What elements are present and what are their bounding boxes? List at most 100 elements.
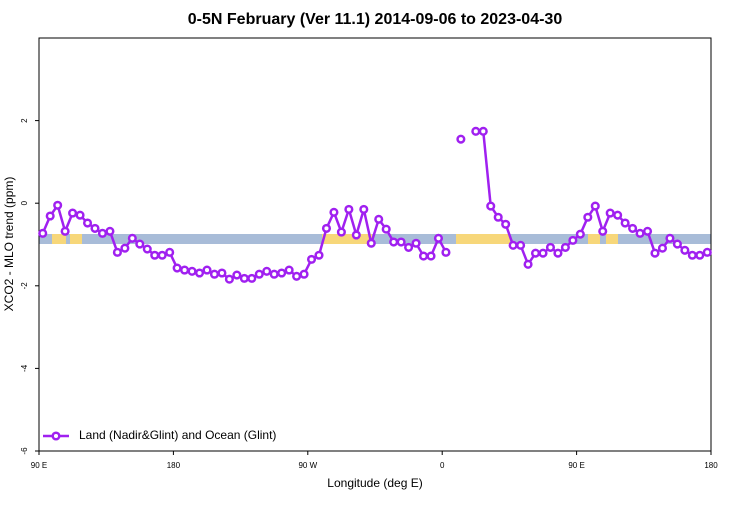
data-point: [150, 250, 160, 260]
data-point: [157, 250, 167, 260]
data-point: [672, 239, 682, 249]
data-point: [613, 210, 623, 220]
data-point: [695, 250, 705, 260]
data-point: [635, 228, 645, 238]
land-ocean-strip: [39, 234, 711, 244]
x-tick-label: 90 E: [568, 461, 584, 470]
data-point: [165, 247, 175, 257]
data-point: [418, 251, 429, 261]
data-point: [404, 242, 414, 252]
data-point: [545, 242, 556, 252]
data-point: [351, 230, 361, 240]
data-point: [306, 254, 317, 264]
data-point: [105, 226, 115, 236]
data-point: [269, 269, 279, 279]
data-point: [262, 266, 272, 276]
y-tick-label: 2: [20, 118, 29, 123]
x-tick-label: 180: [704, 461, 718, 470]
data-point: [292, 271, 302, 281]
data-point: [366, 238, 376, 248]
data-point: [336, 227, 346, 237]
data-point: [314, 250, 324, 260]
data-point: [523, 259, 533, 269]
data-point: [374, 214, 384, 224]
data-point: [665, 233, 675, 243]
data-point: [284, 265, 294, 275]
data-point: [478, 126, 488, 136]
data-point: [702, 247, 712, 257]
data-point: [97, 228, 108, 238]
x-tick-label: 90 E: [31, 461, 47, 470]
data-point: [396, 237, 406, 247]
data-point: [538, 248, 548, 258]
data-point: [321, 223, 332, 233]
data-point: [112, 247, 122, 257]
series-line: [41, 130, 708, 281]
data-point: [680, 245, 690, 255]
data-point: [277, 268, 287, 278]
data-point: [471, 126, 481, 136]
data-point: [120, 243, 130, 253]
data-point: [583, 212, 593, 222]
data-point: [60, 226, 70, 236]
data-point: [568, 235, 578, 245]
plot-frame: [38, 37, 712, 452]
data-point: [389, 237, 399, 247]
data-point: [68, 208, 78, 218]
y-tick-label: -2: [20, 282, 29, 290]
x-tick-label: 0: [440, 461, 445, 470]
data-point: [254, 269, 264, 279]
data-point: [45, 211, 55, 221]
data-point: [486, 201, 496, 211]
data-point: [53, 200, 63, 210]
data-point: [187, 266, 197, 276]
data-point: [38, 228, 48, 238]
data-point: [202, 265, 212, 275]
data-point: [232, 270, 242, 280]
data-point: [553, 248, 563, 258]
data-point: [381, 224, 391, 234]
data-point: [411, 238, 421, 248]
land-band: [588, 234, 600, 244]
data-point: [75, 210, 85, 220]
data-point: [628, 223, 638, 233]
data-point: [642, 226, 653, 236]
data-point: [247, 273, 257, 283]
y-axis-label: XCO2 - MLO trend (ppm): [2, 177, 16, 312]
y-tick-label: -6: [20, 447, 29, 455]
data-point: [590, 201, 600, 211]
data-point: [135, 239, 145, 249]
data-point: [82, 218, 93, 228]
data-point: [605, 208, 615, 218]
data-point: [598, 226, 608, 236]
data-point: [359, 204, 369, 214]
data-point: [180, 265, 190, 275]
data-point: [508, 240, 518, 250]
data-point: [560, 242, 570, 252]
data-point: [456, 134, 466, 144]
land-band: [606, 234, 618, 244]
data-point: [344, 204, 354, 214]
land-band: [52, 234, 66, 244]
data-point: [620, 218, 630, 228]
legend-marker: [51, 431, 61, 441]
data-point: [194, 268, 205, 278]
data-point: [575, 229, 585, 239]
data-point: [224, 274, 234, 284]
data-point: [142, 244, 152, 254]
x-axis-label: Longitude (deg E): [327, 476, 422, 490]
ocean-band: [39, 234, 711, 244]
data-point: [493, 212, 503, 222]
land-band: [456, 234, 510, 244]
data-point: [239, 273, 249, 283]
land-band: [70, 234, 82, 244]
data-point: [299, 269, 309, 279]
data-point: [209, 269, 220, 279]
data-point: [90, 223, 100, 233]
y-tick-label: -4: [20, 364, 29, 372]
x-tick-label: 90 W: [298, 461, 317, 470]
data-point: [530, 248, 541, 258]
data-point: [516, 240, 526, 250]
x-tick-label: 180: [167, 461, 181, 470]
